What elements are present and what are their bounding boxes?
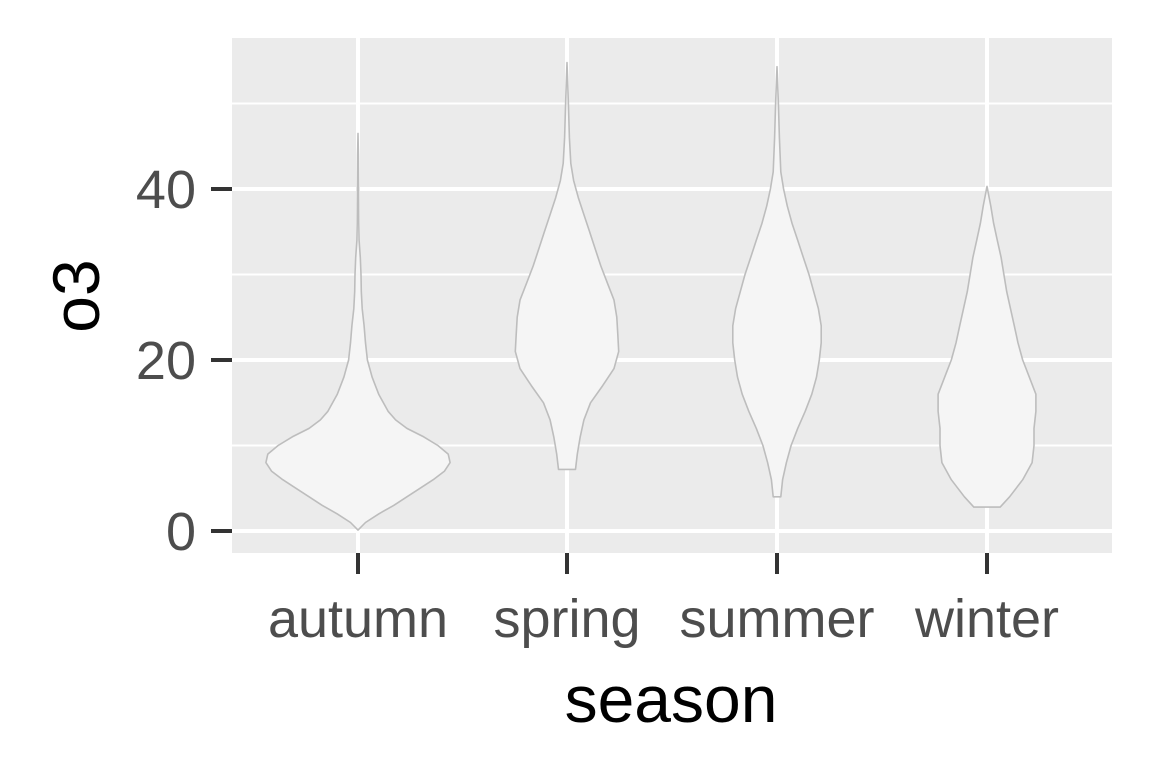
- violin-autumn: [265, 132, 451, 531]
- x-tick-label-spring: spring: [493, 589, 640, 649]
- x-tick-label-autumn: autumn: [268, 589, 448, 649]
- x-tick-label-winter: winter: [914, 589, 1059, 649]
- violin-spring: [514, 61, 620, 471]
- violin-winter: [937, 185, 1037, 508]
- y-axis-title: o3: [39, 259, 113, 332]
- violins: [265, 61, 1037, 531]
- y-tick-label: 20: [136, 331, 196, 391]
- y-axis: 0 20 40: [136, 160, 232, 562]
- x-tick-label-summer: summer: [679, 589, 874, 649]
- x-axis: autumn spring summer winter: [268, 553, 1059, 649]
- x-axis-title: season: [565, 662, 778, 736]
- violin-summer: [732, 65, 822, 498]
- y-tick-label: 0: [166, 502, 196, 562]
- y-tick-label: 40: [136, 160, 196, 220]
